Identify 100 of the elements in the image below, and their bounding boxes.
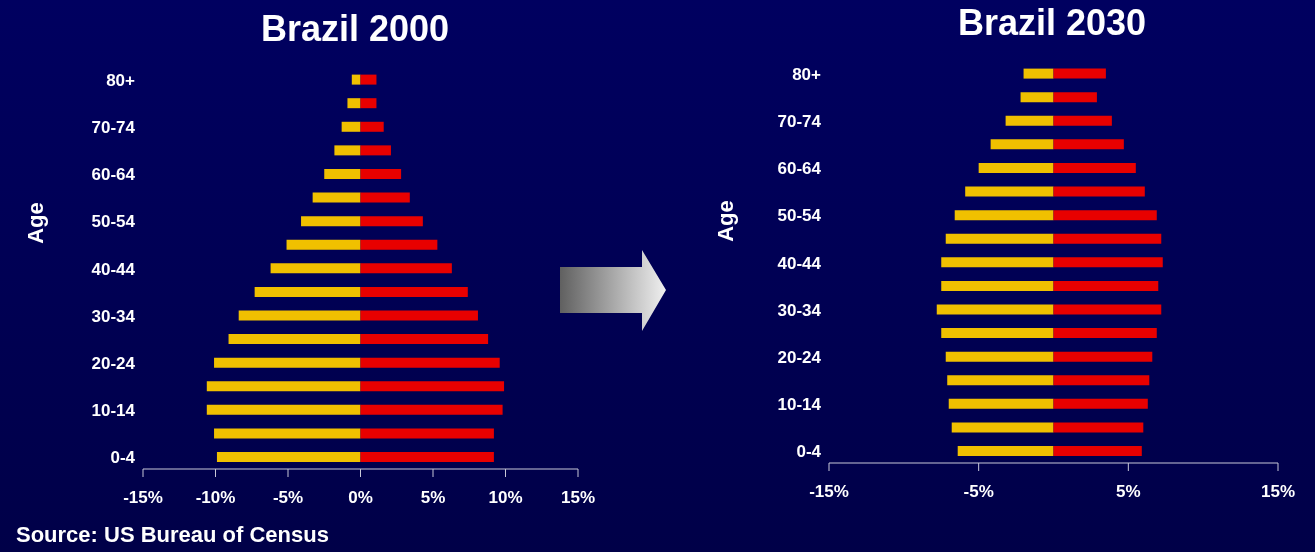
bar xyxy=(360,404,503,415)
x-tick-label: 15% xyxy=(1260,482,1296,502)
bar xyxy=(941,257,1054,268)
y-tick-label: 40-44 xyxy=(91,259,136,279)
bar xyxy=(1053,328,1157,339)
bar xyxy=(1053,139,1124,150)
bar xyxy=(1053,68,1106,79)
bar xyxy=(214,428,361,439)
bar xyxy=(945,351,1054,362)
y-tick-label: 70-74 xyxy=(91,118,136,138)
bar xyxy=(965,186,1054,197)
bar xyxy=(360,168,402,179)
bar xyxy=(360,452,494,463)
bar xyxy=(351,74,361,85)
bar xyxy=(360,216,423,227)
bar xyxy=(1020,92,1054,103)
bar xyxy=(286,239,361,250)
bar xyxy=(206,381,361,392)
bar xyxy=(948,398,1054,409)
bar xyxy=(1053,233,1162,244)
bar xyxy=(1053,375,1150,386)
bar xyxy=(990,139,1054,150)
bar xyxy=(214,357,361,368)
x-tick-label: -5% xyxy=(963,482,994,502)
bar xyxy=(1053,446,1142,457)
chart-title: Brazil 2030 xyxy=(956,2,1148,44)
y-tick-label: 80+ xyxy=(106,70,136,90)
bar xyxy=(360,286,468,297)
y-tick-label: 30-34 xyxy=(91,306,136,326)
bar xyxy=(360,121,384,132)
bar xyxy=(1005,115,1054,126)
bar xyxy=(1023,68,1054,79)
y-tick-label: 50-54 xyxy=(91,212,136,232)
x-tick-label: -5% xyxy=(272,488,304,508)
y-tick-label: 0-4 xyxy=(110,448,136,468)
bar xyxy=(1053,422,1144,433)
bar xyxy=(1053,162,1136,173)
bar xyxy=(360,381,505,392)
y-tick-label: 60-64 xyxy=(91,165,136,185)
bar xyxy=(947,375,1054,386)
bar xyxy=(360,263,452,274)
bar xyxy=(312,192,361,203)
bar xyxy=(341,121,361,132)
bar xyxy=(360,357,500,368)
bar xyxy=(1053,115,1112,126)
bar xyxy=(347,98,361,109)
bar xyxy=(951,422,1054,433)
bar xyxy=(1053,280,1159,291)
bar xyxy=(1053,351,1153,362)
bar xyxy=(360,98,377,109)
y-tick-label: 0-4 xyxy=(796,442,822,462)
bar xyxy=(206,404,361,415)
bar xyxy=(1053,210,1157,221)
bar xyxy=(945,233,1054,244)
bar xyxy=(254,286,361,297)
bar xyxy=(1053,304,1162,315)
bar xyxy=(238,310,361,321)
y-axis-title: Age xyxy=(713,199,739,244)
source-note: Source: US Bureau of Census xyxy=(16,522,329,548)
y-tick-label: 20-24 xyxy=(777,347,822,367)
bar xyxy=(360,334,489,345)
x-tick-label: 5% xyxy=(420,488,446,508)
bar xyxy=(360,74,377,85)
x-tick-label: 10% xyxy=(488,488,523,508)
bar xyxy=(360,145,391,156)
y-tick-label: 10-14 xyxy=(777,395,822,415)
bar xyxy=(216,452,361,463)
bar xyxy=(941,280,1054,291)
x-tick-label: -10% xyxy=(195,488,236,508)
bar xyxy=(978,162,1054,173)
y-tick-label: 50-54 xyxy=(777,206,822,226)
bar xyxy=(954,210,1054,221)
bar xyxy=(360,310,478,321)
y-tick-label: 60-64 xyxy=(777,159,822,179)
bar xyxy=(334,145,361,156)
x-tick-label: -15% xyxy=(123,488,163,508)
y-tick-label: 10-14 xyxy=(91,401,136,421)
bar xyxy=(324,168,361,179)
chart-title: Brazil 2000 xyxy=(259,8,451,50)
y-tick-label: 30-34 xyxy=(777,300,822,320)
bar xyxy=(360,192,410,203)
x-tick-label: -15% xyxy=(809,482,849,502)
bar xyxy=(957,446,1054,457)
bar xyxy=(360,239,438,250)
bar xyxy=(301,216,361,227)
y-tick-label: 40-44 xyxy=(777,253,822,273)
x-tick-label: 5% xyxy=(1116,482,1141,502)
y-axis-title: Age xyxy=(23,201,49,246)
bar xyxy=(360,428,494,439)
bar xyxy=(1053,257,1163,268)
x-tick-label: 0% xyxy=(348,488,373,508)
bar xyxy=(1053,92,1097,103)
bar xyxy=(228,334,361,345)
bar xyxy=(1053,186,1145,197)
bar xyxy=(270,263,361,274)
y-tick-label: 70-74 xyxy=(777,112,822,132)
x-tick-label: 15% xyxy=(560,488,596,508)
bar xyxy=(1053,398,1148,409)
bar xyxy=(941,328,1054,339)
y-tick-label: 80+ xyxy=(792,64,822,84)
